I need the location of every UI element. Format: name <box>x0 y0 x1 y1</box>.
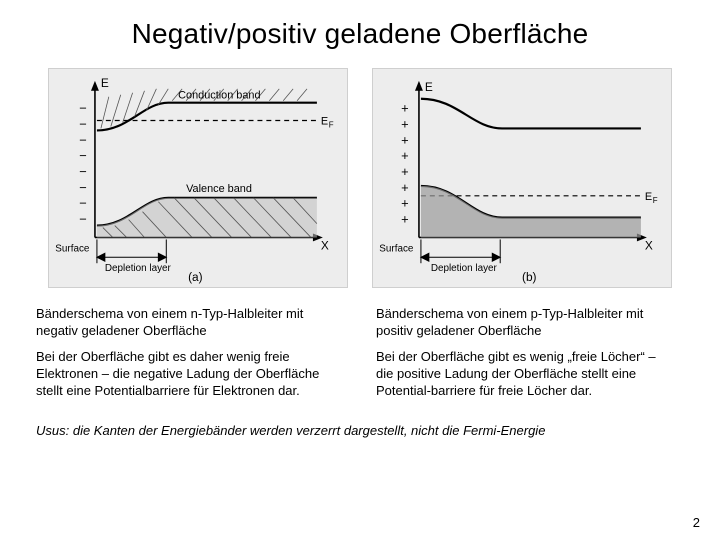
diagram-row: E X −−− −−− −− <box>36 68 684 288</box>
surface-label-a: Surface <box>55 243 90 254</box>
right-caption-2: Bei der Oberfläche gibt es wenig „freie … <box>376 349 676 399</box>
diagram-a: E X −−− −−− −− <box>48 68 348 288</box>
svg-text:+: + <box>401 132 409 147</box>
svg-text:+: + <box>401 180 409 195</box>
svg-text:+: + <box>401 212 409 227</box>
svg-text:−: − <box>79 180 87 195</box>
depletion-arrows-a <box>97 239 166 263</box>
page-number: 2 <box>693 515 700 530</box>
right-column: Bänderschema von einem p-Typ-Halbleiter … <box>376 306 676 409</box>
svg-text:F: F <box>329 120 334 129</box>
svg-text:−: − <box>79 196 87 211</box>
ef-label-a: E <box>321 115 328 127</box>
svg-text:+: + <box>401 196 409 211</box>
ef-label-b: E <box>645 191 652 203</box>
right-caption-1: Bänderschema von einem p-Typ-Halbleiter … <box>376 306 676 339</box>
left-column: Bänderschema von einem n-Typ-Halbleiter … <box>36 306 336 409</box>
diagram-b: E X +++ +++ ++ E F Surface <box>372 68 672 288</box>
surface-label-b: Surface <box>379 243 414 254</box>
surface-charges-a: −−− −−− −− <box>79 101 87 227</box>
diagram-a-svg: E X −−− −−− −− <box>49 69 347 287</box>
conduction-band-b <box>421 99 641 129</box>
valence-band-b <box>421 186 641 238</box>
svg-text:+: + <box>401 164 409 179</box>
svg-text:−: − <box>79 164 87 179</box>
depletion-label-b: Depletion layer <box>431 263 498 274</box>
svg-text:−: − <box>79 116 87 131</box>
svg-text:+: + <box>401 148 409 163</box>
svg-text:+: + <box>401 116 409 131</box>
footnote: Usus: die Kanten der Energiebänder werde… <box>36 423 684 440</box>
conduction-band-a: Conduction band <box>97 89 317 131</box>
diagram-b-svg: E X +++ +++ ++ E F Surface <box>373 69 671 287</box>
page-title: Negativ/positiv geladene Oberfläche <box>36 18 684 50</box>
svg-text:−: − <box>79 212 87 227</box>
svg-text:+: + <box>401 101 409 116</box>
svg-text:F: F <box>653 196 658 205</box>
depletion-arrows-b <box>421 239 500 263</box>
valence-band-a: Valence band <box>97 183 317 238</box>
left-caption-2: Bei der Oberfläche gibt es daher wenig f… <box>36 349 336 399</box>
cb-label-a: Conduction band <box>178 90 260 102</box>
vb-label-a: Valence band <box>186 183 252 195</box>
panel-label-a: (a) <box>188 270 203 284</box>
svg-text:−: − <box>79 132 87 147</box>
caption-columns: Bänderschema von einem n-Typ-Halbleiter … <box>36 306 684 409</box>
left-caption-1: Bänderschema von einem n-Typ-Halbleiter … <box>36 306 336 339</box>
depletion-label-a: Depletion layer <box>105 263 172 274</box>
y-axis-label-b: E <box>425 80 433 94</box>
svg-text:−: − <box>79 148 87 163</box>
x-axis-label-b: X <box>645 238 653 252</box>
surface-charges-b: +++ +++ ++ <box>401 101 409 227</box>
y-axis-label: E <box>101 76 109 90</box>
svg-text:−: − <box>79 101 87 116</box>
x-axis-label: X <box>321 238 329 252</box>
panel-label-b: (b) <box>522 270 537 284</box>
